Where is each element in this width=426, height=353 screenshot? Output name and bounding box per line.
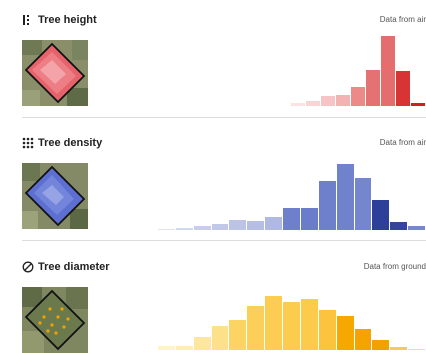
histogram-bar[interactable] [175, 346, 193, 350]
histogram-bar[interactable] [211, 224, 229, 230]
tree-height-icon [23, 15, 29, 25]
histogram-bar[interactable] [354, 329, 372, 350]
section-tree-diameter: Tree diameter Data from ground [0, 241, 426, 353]
histogram-bar[interactable] [380, 36, 395, 106]
histogram-bar[interactable] [354, 178, 372, 230]
histogram-bar[interactable] [395, 71, 410, 106]
histogram-bar[interactable] [318, 310, 336, 350]
histogram-bar[interactable] [193, 226, 211, 230]
histogram-bar[interactable] [211, 326, 229, 350]
histogram-bar[interactable] [408, 226, 425, 230]
histogram-bar[interactable] [247, 306, 265, 350]
data-source-label: Data from air [379, 15, 426, 24]
aerial-thumbnail[interactable] [22, 40, 88, 106]
divider [22, 117, 426, 118]
histogram-bar[interactable] [229, 220, 247, 230]
tree-diameter-histogram [140, 276, 426, 350]
histogram-bar[interactable] [372, 200, 390, 230]
histogram-bar[interactable] [157, 229, 175, 230]
tree-diameter-icon [22, 261, 34, 273]
histogram-bar[interactable] [175, 228, 193, 230]
tree-height-histogram [140, 32, 426, 106]
section-header: Tree height Data from air [22, 14, 426, 28]
data-source-label: Data from air [379, 138, 426, 147]
histogram-bar[interactable] [300, 208, 318, 230]
histogram-bar[interactable] [365, 70, 380, 106]
histogram-bar[interactable] [229, 320, 247, 350]
histogram-bar[interactable] [247, 221, 265, 230]
section-title: Tree diameter [38, 261, 110, 273]
histogram-bar[interactable] [283, 208, 300, 230]
histogram-bar[interactable] [265, 296, 282, 350]
section-header: Tree density Data from air [22, 137, 426, 151]
histogram-bar[interactable] [335, 95, 350, 106]
histogram-bar[interactable] [336, 316, 354, 350]
histogram-bar[interactable] [390, 347, 408, 350]
histogram-bar[interactable] [390, 222, 408, 230]
tree-density-histogram [140, 156, 426, 230]
tree-density-icon [22, 137, 34, 149]
histogram-bar[interactable] [305, 101, 320, 106]
histogram-bar[interactable] [265, 217, 282, 230]
section-title: Tree height [38, 14, 97, 26]
histogram-bar[interactable] [300, 299, 318, 350]
section-title: Tree density [38, 137, 103, 149]
histogram-bar[interactable] [157, 346, 175, 350]
divider [22, 240, 426, 241]
histogram-bar[interactable] [283, 302, 300, 350]
aerial-thumbnail[interactable] [22, 163, 88, 229]
section-header: Tree diameter Data from ground [22, 261, 426, 275]
histogram-bar[interactable] [193, 337, 211, 350]
histogram-bar[interactable] [336, 164, 354, 230]
aerial-thumbnail[interactable] [22, 287, 88, 353]
histogram-bar[interactable] [318, 181, 336, 230]
section-tree-density: Tree density Data from air [0, 118, 426, 240]
histogram-bar[interactable] [320, 96, 335, 106]
histogram-bar[interactable] [350, 87, 365, 106]
histogram-bar[interactable] [372, 340, 390, 350]
histogram-bar[interactable] [290, 103, 305, 106]
data-source-label: Data from ground [363, 262, 426, 271]
section-tree-height: Tree height Data from air [0, 0, 426, 118]
histogram-bar[interactable] [410, 103, 425, 106]
